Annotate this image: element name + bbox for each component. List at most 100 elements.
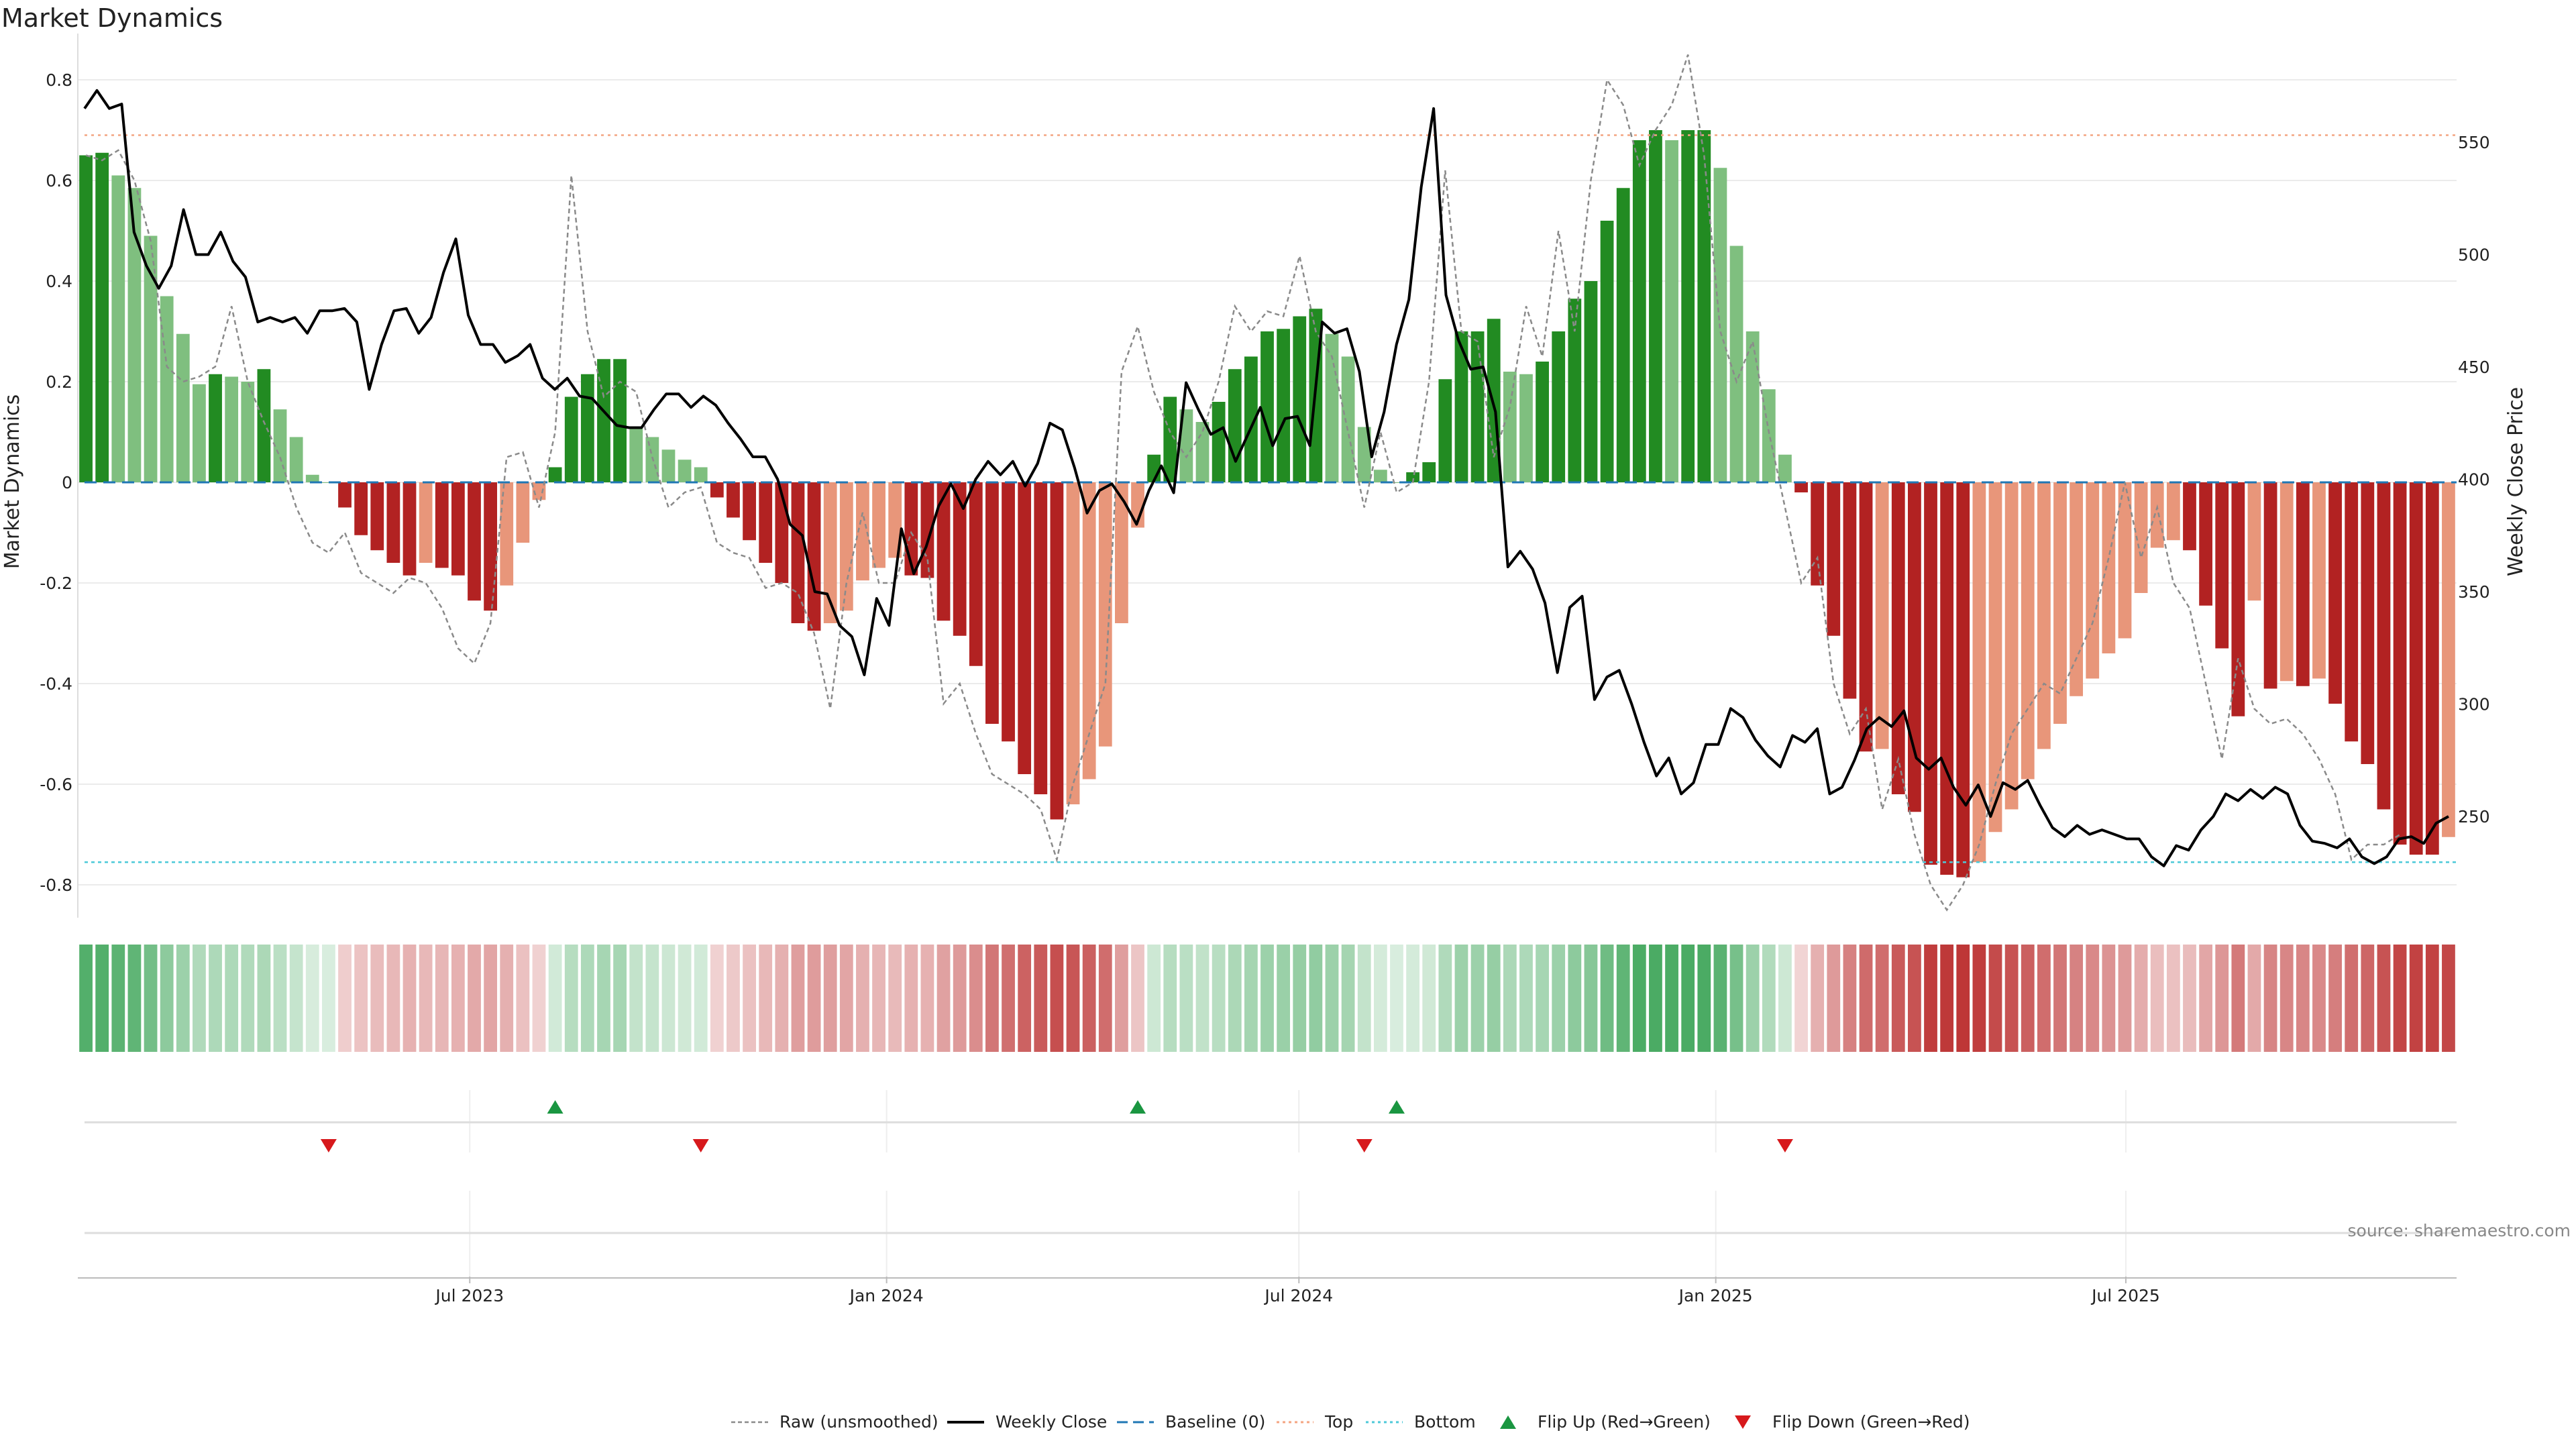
heat-cell bbox=[1115, 945, 1128, 1052]
bar bbox=[1293, 316, 1307, 482]
flip-up-marker bbox=[1130, 1100, 1146, 1114]
bar bbox=[597, 359, 610, 482]
heat-cell bbox=[2037, 945, 2051, 1052]
bar bbox=[823, 482, 837, 623]
heat-cell bbox=[1293, 945, 1307, 1052]
y-left-tick-label: 0.4 bbox=[46, 272, 72, 291]
bar bbox=[2102, 482, 2116, 653]
bar bbox=[2199, 482, 2212, 606]
bar bbox=[2166, 482, 2180, 541]
bar bbox=[2345, 482, 2359, 742]
heat-cell bbox=[1034, 945, 1048, 1052]
bar bbox=[1536, 362, 1549, 482]
heat-cell bbox=[2004, 945, 2019, 1052]
legend-item: Weekly Close bbox=[947, 1412, 1107, 1432]
bar bbox=[386, 482, 400, 563]
bar bbox=[2118, 482, 2132, 639]
heat-cell bbox=[1762, 945, 1776, 1052]
bar bbox=[2425, 482, 2439, 855]
bar bbox=[2247, 482, 2261, 601]
heat-cell bbox=[2021, 945, 2035, 1052]
bar bbox=[1098, 482, 1112, 747]
heat-cell bbox=[1519, 945, 1533, 1052]
heat-cell bbox=[1891, 945, 1905, 1052]
heat-cell bbox=[1002, 945, 1015, 1052]
bar bbox=[1681, 130, 1695, 482]
heat-cell bbox=[904, 945, 918, 1052]
heat-cell bbox=[2312, 945, 2326, 1052]
bar bbox=[1908, 482, 1921, 812]
heat-cell bbox=[2086, 945, 2100, 1052]
heat-cell bbox=[920, 945, 934, 1052]
y-left-tick-label: 0.6 bbox=[46, 171, 72, 191]
bar bbox=[1891, 482, 1905, 794]
heat-cell bbox=[1536, 945, 1549, 1052]
bar bbox=[468, 482, 481, 601]
bar bbox=[564, 396, 578, 482]
heat-cell bbox=[1503, 945, 1517, 1052]
bar bbox=[1552, 331, 1566, 482]
bar bbox=[678, 460, 692, 482]
heat-cell bbox=[1811, 945, 1825, 1052]
y-right-tick-label: 400 bbox=[2458, 470, 2490, 490]
heat-cell bbox=[386, 945, 400, 1052]
legend-label: Baseline (0) bbox=[1165, 1412, 1265, 1432]
y-axis-right-label: Weekly Close Price bbox=[2504, 387, 2528, 576]
bar bbox=[1729, 246, 1743, 482]
bar bbox=[2263, 482, 2277, 689]
x-tick-label: Jul 2025 bbox=[2090, 1286, 2160, 1305]
heat-cell bbox=[95, 945, 109, 1052]
heat-cell bbox=[645, 945, 659, 1052]
heat-cell bbox=[856, 945, 869, 1052]
bar bbox=[516, 482, 530, 543]
bar bbox=[2021, 482, 2035, 780]
heat-cell bbox=[1018, 945, 1032, 1052]
heat-cell bbox=[1131, 945, 1144, 1052]
heat-cell bbox=[2279, 945, 2294, 1052]
bar bbox=[1956, 482, 1970, 877]
main-panel: 0.8 0.6 0.4 0.2 0 -0.2 -0.4 -0.6 -0.8 550 500 450 40… bbox=[40, 34, 2490, 918]
bar bbox=[1260, 331, 1274, 482]
heat-cell bbox=[743, 945, 756, 1052]
bar bbox=[985, 482, 999, 724]
heat-cell bbox=[613, 945, 627, 1052]
heat-cell bbox=[1357, 945, 1371, 1052]
heat-cell bbox=[1082, 945, 1096, 1052]
heat-cell bbox=[2102, 945, 2116, 1052]
flip-up-marker bbox=[547, 1100, 564, 1114]
bar bbox=[241, 382, 255, 482]
flip-down-marker bbox=[692, 1139, 709, 1152]
bar bbox=[338, 482, 352, 508]
heat-cell bbox=[661, 945, 676, 1052]
bar bbox=[807, 482, 821, 631]
x-tick-label: Jul 2024 bbox=[1263, 1286, 1333, 1305]
heat-cell bbox=[1195, 945, 1210, 1052]
heat-cell bbox=[516, 945, 530, 1052]
heat-cell bbox=[305, 945, 319, 1052]
bar bbox=[580, 374, 594, 482]
heat-cell bbox=[2215, 945, 2229, 1052]
heat-cell bbox=[597, 945, 610, 1052]
heat-cell bbox=[791, 945, 805, 1052]
heat-cell bbox=[823, 945, 837, 1052]
bar bbox=[856, 482, 869, 581]
bar bbox=[969, 482, 983, 666]
bar bbox=[111, 175, 125, 482]
bar bbox=[1470, 331, 1485, 482]
bar bbox=[1649, 130, 1662, 482]
heat-cell bbox=[257, 945, 271, 1052]
heat-cell bbox=[468, 945, 481, 1052]
bar bbox=[2296, 482, 2310, 686]
bar bbox=[661, 449, 676, 482]
y-right-tick-label: 300 bbox=[2458, 695, 2490, 714]
y-left-tick-label: -0.4 bbox=[40, 674, 72, 694]
heat-cell bbox=[2183, 945, 2196, 1052]
heat-cell bbox=[1713, 945, 1727, 1052]
x-tick-label: Jan 2024 bbox=[849, 1286, 924, 1305]
bar bbox=[1584, 281, 1598, 482]
heat-strip bbox=[79, 945, 2455, 1052]
bar bbox=[1811, 482, 1825, 586]
bar bbox=[1082, 482, 1096, 780]
heat-cell bbox=[2166, 945, 2180, 1052]
heat-cell bbox=[338, 945, 352, 1052]
